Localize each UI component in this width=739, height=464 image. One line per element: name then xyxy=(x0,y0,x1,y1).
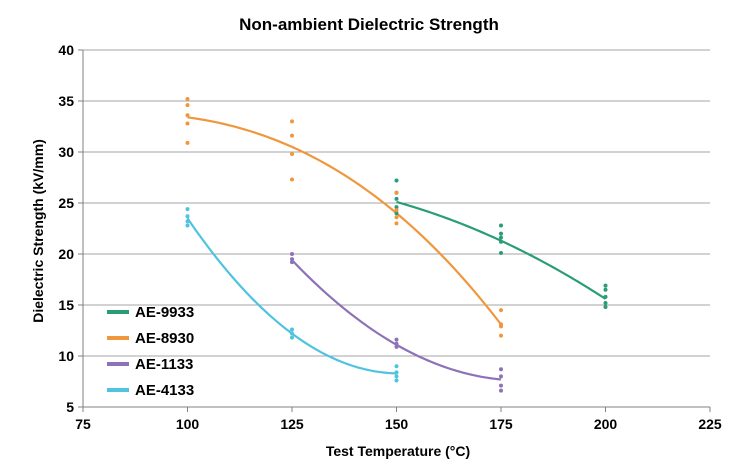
data-point-ae-9933 xyxy=(603,294,608,299)
data-point-ae-9933 xyxy=(499,231,503,236)
data-point-ae-4133 xyxy=(185,219,190,224)
legend-label-ae-9933: AE-9933 xyxy=(135,304,194,321)
data-point-ae-1133 xyxy=(290,252,294,256)
y-tick-label: 35 xyxy=(58,93,74,109)
data-point-ae-4133 xyxy=(394,378,399,383)
data-point-ae-8930 xyxy=(394,221,399,226)
x-tick-label: 125 xyxy=(280,416,304,432)
data-point-ae-9933 xyxy=(394,196,399,201)
data-point-ae-8930 xyxy=(290,152,294,157)
data-point-ae-9933 xyxy=(499,239,503,244)
data-point-ae-9933 xyxy=(499,235,503,240)
trend-curve-ae-8930 xyxy=(187,116,502,326)
data-point-ae-4133 xyxy=(394,374,399,379)
legend-label-ae-1133: AE-1133 xyxy=(135,356,193,373)
data-point-ae-9933 xyxy=(499,223,503,228)
data-point-ae-8930 xyxy=(185,140,190,145)
data-point-ae-8930 xyxy=(290,119,294,124)
data-point-ae-9933 xyxy=(603,300,608,305)
x-tick-label: 150 xyxy=(385,416,409,432)
data-point-ae-8930 xyxy=(290,177,294,182)
x-tick-label: 75 xyxy=(75,416,91,432)
data-point-ae-9933 xyxy=(603,287,608,292)
data-point-ae-4133 xyxy=(394,364,399,369)
legend: AE-9933 AE-8930 AE-1133 AE-4133 xyxy=(107,304,194,399)
data-point-ae-4133 xyxy=(185,207,190,212)
data-point-ae-8930 xyxy=(499,308,503,313)
legend-label-ae-8930: AE-8930 xyxy=(135,330,194,347)
data-point-ae-1133 xyxy=(499,388,503,393)
data-point-ae-9933 xyxy=(394,211,399,216)
y-tick-label: 25 xyxy=(58,195,74,211)
y-tick-label: 10 xyxy=(58,348,74,364)
trend-curve-ae-9933 xyxy=(396,200,607,300)
data-point-ae-8930 xyxy=(394,208,399,213)
trend-curve-ae-4133 xyxy=(186,217,397,375)
y-tick-label: 40 xyxy=(58,42,74,58)
x-tick-label: 225 xyxy=(698,416,722,432)
data-point-ae-4133 xyxy=(290,331,294,336)
data-point-ae-8930 xyxy=(394,215,399,220)
data-point-ae-4133 xyxy=(185,214,190,219)
data-point-ae-1133 xyxy=(499,374,503,379)
data-point-ae-8930 xyxy=(394,190,399,195)
x-tick-label: 100 xyxy=(176,416,200,432)
y-tick-label: 15 xyxy=(58,297,74,313)
gridlines xyxy=(83,49,710,408)
trend-curve-ae-1133 xyxy=(291,259,502,381)
data-point-ae-8930 xyxy=(499,324,503,329)
data-points xyxy=(185,96,608,393)
data-point-ae-9933 xyxy=(394,178,399,183)
axes: 5 10 15 20 25 30 35 40 75 100 125 150 175 200 225 xyxy=(58,42,721,432)
data-point-ae-9933 xyxy=(603,305,608,310)
data-point-ae-1133 xyxy=(499,383,503,388)
y-tick-label: 20 xyxy=(58,246,74,262)
data-point-ae-8930 xyxy=(185,96,190,101)
data-point-ae-1133 xyxy=(290,257,294,262)
legend-label-ae-4133: AE-4133 xyxy=(135,382,194,399)
data-point-ae-1133 xyxy=(394,344,399,349)
data-point-ae-8930 xyxy=(499,333,503,338)
data-point-ae-4133 xyxy=(394,370,399,375)
data-point-ae-4133 xyxy=(185,223,190,228)
data-point-ae-1133 xyxy=(394,337,399,342)
data-point-ae-8930 xyxy=(185,121,190,126)
data-point-ae-9933 xyxy=(394,205,399,210)
x-tick-label: 175 xyxy=(489,416,513,432)
data-point-ae-1133 xyxy=(499,367,503,372)
y-tick-label: 30 xyxy=(58,144,74,160)
y-tick-label: 5 xyxy=(66,399,74,415)
chart-title: Non-ambient Dielectric Strength xyxy=(239,15,499,34)
x-axis-label: Test Temperature (°C) xyxy=(326,443,470,459)
data-point-ae-4133 xyxy=(290,335,294,340)
data-point-ae-8930 xyxy=(290,133,294,138)
data-point-ae-1133 xyxy=(290,260,294,265)
data-point-ae-9933 xyxy=(603,283,608,288)
data-point-ae-9933 xyxy=(499,250,503,255)
data-point-ae-4133 xyxy=(290,327,294,332)
data-point-ae-1133 xyxy=(394,341,399,346)
y-axis-label: Dielectric Strength (kV/mm) xyxy=(30,139,46,323)
data-point-ae-8930 xyxy=(185,103,190,108)
x-tick-label: 200 xyxy=(594,416,618,432)
data-point-ae-8930 xyxy=(185,113,190,118)
